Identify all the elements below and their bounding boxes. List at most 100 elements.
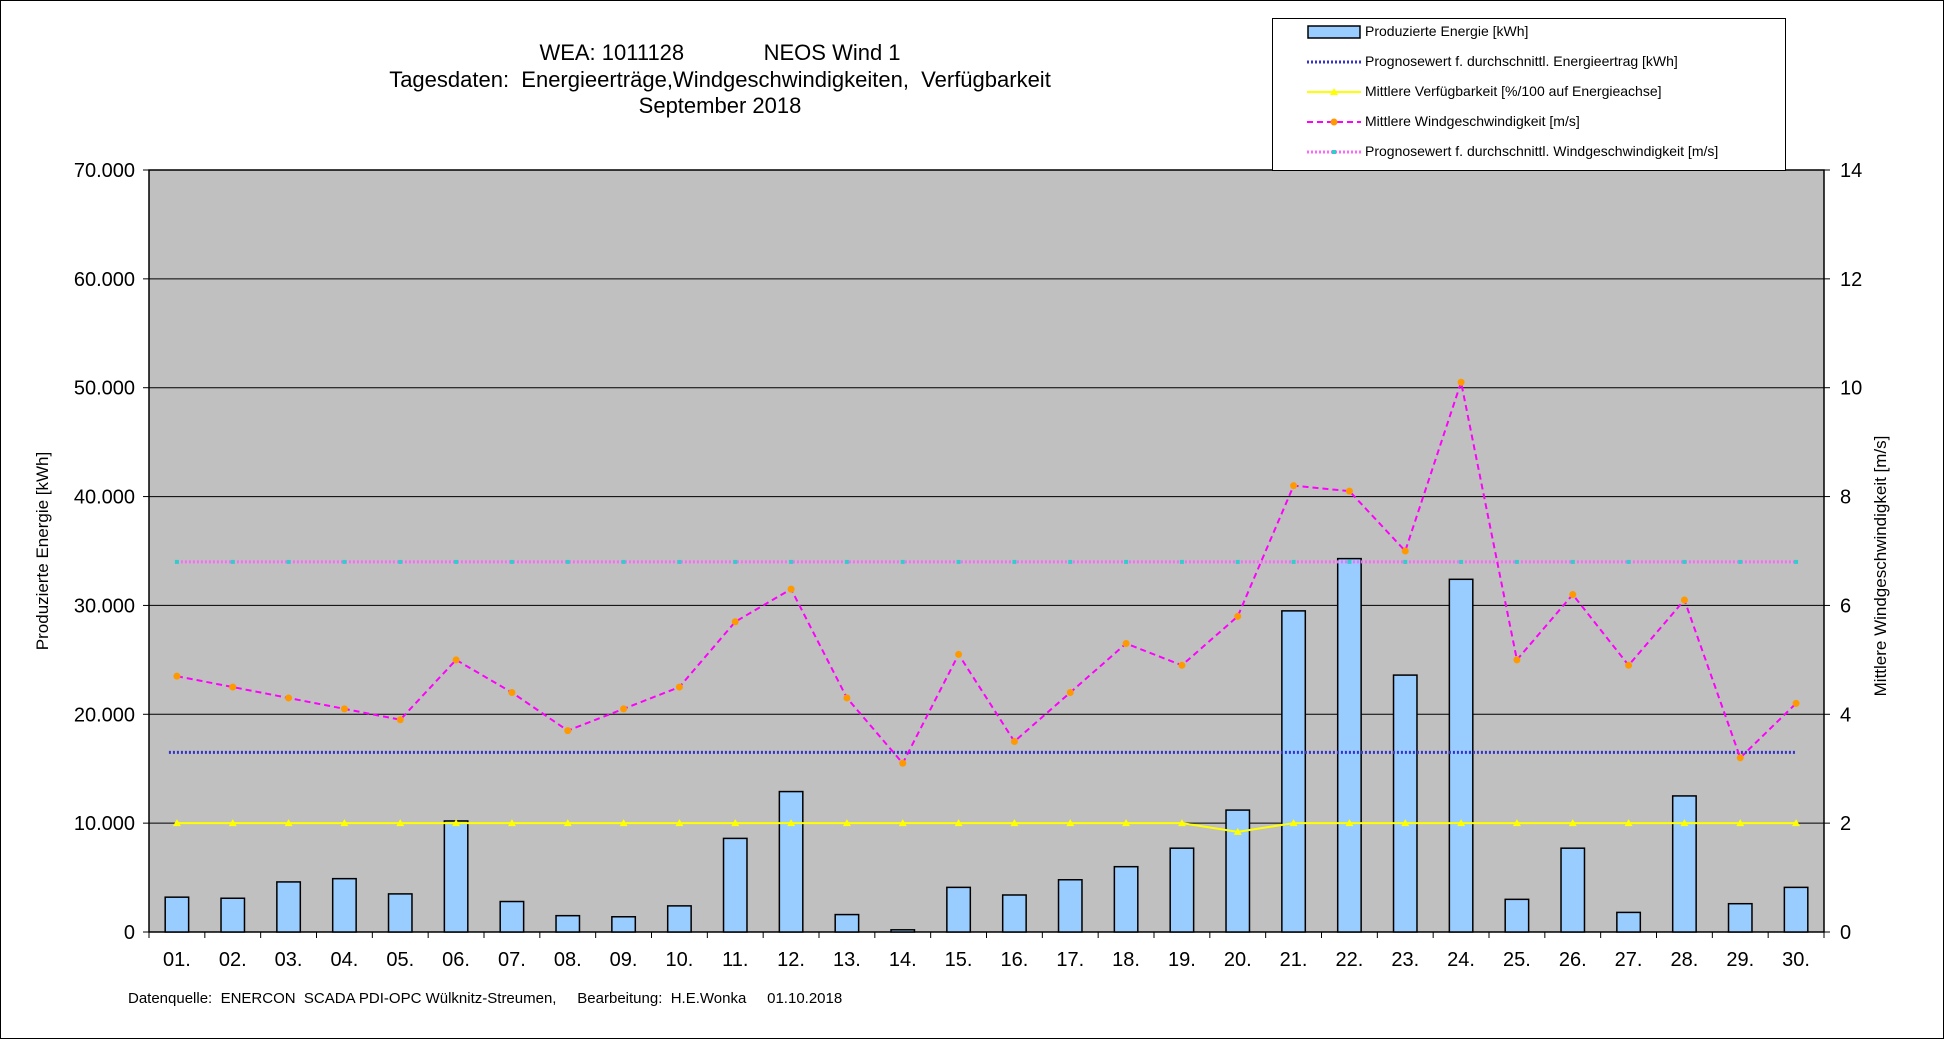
availability-marker (731, 819, 740, 827)
energy-bar (1671, 795, 1697, 933)
availability-marker (1792, 819, 1801, 827)
wind-speed-marker (1122, 640, 1130, 648)
y-tick-label: 60.000 (74, 269, 135, 291)
wind-speed-marker (1457, 378, 1465, 386)
availability-marker (1066, 819, 1075, 827)
wind-forecast-marker (1794, 559, 1799, 564)
x-tick-label: 22. (1336, 949, 1364, 971)
y-tick-label: 20.000 (74, 704, 135, 726)
x-tick-label: 05. (386, 949, 414, 971)
wind-forecast-marker (286, 559, 291, 564)
x-tick-label: 30. (1782, 949, 1810, 971)
wind-forecast-marker (1682, 559, 1687, 564)
y2-axis-title: Mittlere Windgeschwindigkeit [m/s] (1871, 436, 1890, 697)
energy-bar (1336, 557, 1362, 933)
availability-marker (172, 819, 181, 827)
energy-bar (1616, 911, 1642, 933)
chart-title-line3: September 2018 (638, 93, 802, 118)
wind-forecast-marker (1347, 559, 1352, 564)
energy-bar (946, 886, 972, 933)
wind-speed-marker (899, 759, 907, 767)
x-tick-label: 03. (275, 949, 303, 971)
x-tick-label: 27. (1615, 949, 1643, 971)
y-tick-label: 50.000 (74, 378, 135, 400)
wind-forecast-marker (900, 559, 905, 564)
availability-marker (619, 819, 628, 827)
wind-speed-marker (229, 683, 237, 691)
energy-bar (834, 913, 860, 933)
legend-bar-swatch-icon (1307, 25, 1361, 39)
x-tick-label: 06. (442, 949, 470, 971)
x-tick-label: 07. (498, 949, 526, 971)
energy-bar (1560, 847, 1586, 933)
wind-speed-marker (1345, 487, 1353, 495)
wind-speed-marker (173, 672, 181, 680)
wind-forecast-marker (789, 559, 794, 564)
energy-bar (1783, 886, 1809, 933)
wind-forecast-marker (565, 559, 570, 564)
wind-speed-marker (396, 716, 404, 724)
wind-forecast-marker (1179, 559, 1184, 564)
energy-bar (1392, 674, 1418, 933)
wind-forecast-marker (1291, 559, 1296, 564)
availability-marker (842, 819, 851, 827)
availability-marker (787, 819, 796, 827)
legend-label-wind: Mittlere Windgeschwindigkeit [m/s] (1365, 113, 1580, 129)
wind-speed-marker (1290, 482, 1298, 490)
wind-forecast-marker (956, 559, 961, 564)
availability-marker (284, 819, 293, 827)
wind-speed-marker (340, 705, 348, 713)
x-tick-label: 11. (722, 949, 748, 971)
wind-forecast-marker (1626, 559, 1631, 564)
availability-marker (1401, 819, 1410, 827)
energy-bar (387, 893, 413, 933)
energy-bar (1057, 878, 1083, 933)
availability-marker (1233, 827, 1242, 835)
x-tick-label: 21. (1280, 949, 1308, 971)
x-tick-label: 02. (219, 949, 247, 971)
x-tick-label: 16. (1001, 949, 1029, 971)
availability-marker (1457, 819, 1466, 827)
availability-marker (1736, 819, 1745, 827)
wind-forecast-marker (1124, 559, 1129, 564)
x-tick-label: 12. (777, 949, 805, 971)
energy-bar (220, 897, 246, 933)
availability-marker (1289, 819, 1298, 827)
wind-speed-marker (731, 618, 739, 626)
x-tick-label: 13. (833, 949, 861, 971)
wind-speed-marker (1401, 547, 1409, 555)
y2-tick-label: 4 (1840, 704, 1851, 726)
wind-forecast-marker (230, 559, 235, 564)
wind-speed-marker (1625, 661, 1633, 669)
wind-speed-marker (1234, 612, 1242, 620)
wind-forecast-marker (1459, 559, 1464, 564)
wind-forecast-marker (342, 559, 347, 564)
wind-speed-marker (675, 683, 683, 691)
availability-marker (898, 819, 907, 827)
x-tick-label: 23. (1391, 949, 1419, 971)
availability-marker (340, 819, 349, 827)
legend-item-wind-forecast: Prognosewert f. durchschnittl. Windgesch… (1273, 139, 1785, 165)
wind-forecast-marker (1235, 559, 1240, 564)
wind-forecast-marker (1403, 559, 1408, 564)
wind-forecast-marker (844, 559, 849, 564)
wind-forecast-marker (174, 559, 179, 564)
availability-marker (1680, 819, 1689, 827)
x-tick-label: 14. (889, 949, 917, 971)
x-tick-label: 20. (1224, 949, 1252, 971)
availability-marker (675, 819, 684, 827)
legend-dashed-dot-line-icon (1307, 118, 1361, 126)
energy-bar (611, 916, 637, 933)
wind-forecast-marker (621, 559, 626, 564)
wind-speed-marker (564, 727, 572, 735)
x-tick-label: 01. (163, 949, 191, 971)
availability-marker (954, 819, 963, 827)
y2-tick-label: 14 (1840, 160, 1862, 182)
availability-marker (1568, 819, 1577, 827)
energy-bar (1225, 809, 1251, 933)
y2-tick-label: 6 (1840, 595, 1851, 617)
wind-speed-marker (1680, 596, 1688, 604)
y-tick-label: 10.000 (74, 813, 135, 835)
wind-forecast-marker (1738, 559, 1743, 564)
availability-marker (1512, 819, 1521, 827)
